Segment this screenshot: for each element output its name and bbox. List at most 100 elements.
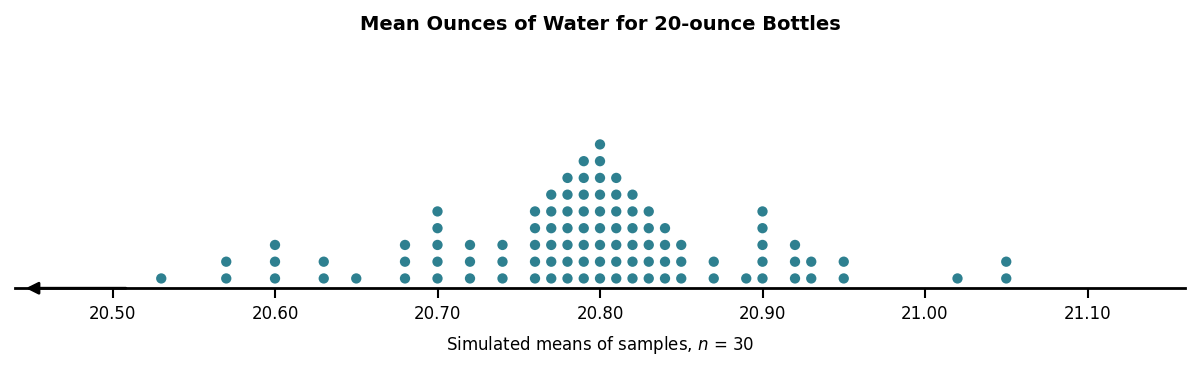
Point [834, 259, 853, 265]
Point [752, 242, 772, 248]
Point [607, 192, 626, 198]
Point [526, 225, 545, 231]
Point [541, 259, 560, 265]
Point [640, 259, 659, 265]
Point [672, 276, 691, 282]
Point [558, 175, 577, 181]
Point [574, 242, 593, 248]
Point [704, 259, 724, 265]
Point [752, 276, 772, 282]
X-axis label: Simulated means of samples, $\it{n}$ = 30: Simulated means of samples, $\it{n}$ = 3… [445, 334, 755, 356]
Point [802, 259, 821, 265]
Point [493, 242, 512, 248]
Point [590, 225, 610, 231]
Point [558, 242, 577, 248]
Point [265, 276, 284, 282]
Point [461, 259, 480, 265]
Point [590, 141, 610, 147]
Point [574, 225, 593, 231]
Point [655, 242, 674, 248]
Point [461, 276, 480, 282]
Point [428, 225, 448, 231]
Point [802, 276, 821, 282]
Point [428, 276, 448, 282]
Point [623, 225, 642, 231]
Point [493, 276, 512, 282]
Point [541, 209, 560, 214]
Point [574, 175, 593, 181]
Point [217, 259, 236, 265]
Point [672, 259, 691, 265]
Point [314, 259, 334, 265]
Point [607, 276, 626, 282]
Point [786, 276, 805, 282]
Point [607, 225, 626, 231]
Point [623, 276, 642, 282]
Point [526, 209, 545, 214]
Point [314, 276, 334, 282]
Point [461, 242, 480, 248]
Point [428, 242, 448, 248]
Point [396, 242, 415, 248]
Point [752, 225, 772, 231]
Point [607, 242, 626, 248]
Point [623, 242, 642, 248]
Point [590, 242, 610, 248]
Point [428, 209, 448, 214]
Point [265, 242, 284, 248]
Point [737, 276, 756, 282]
Point [265, 259, 284, 265]
Point [640, 225, 659, 231]
Point [640, 276, 659, 282]
Point [590, 158, 610, 164]
Point [590, 276, 610, 282]
Point [526, 259, 545, 265]
Point [541, 192, 560, 198]
Point [590, 175, 610, 181]
Point [396, 276, 415, 282]
Point [655, 225, 674, 231]
Point [655, 276, 674, 282]
Point [526, 276, 545, 282]
Point [655, 259, 674, 265]
Title: Mean Ounces of Water for 20-ounce Bottles: Mean Ounces of Water for 20-ounce Bottle… [360, 15, 840, 34]
Point [541, 242, 560, 248]
Point [396, 259, 415, 265]
Point [493, 259, 512, 265]
Point [786, 259, 805, 265]
Point [558, 259, 577, 265]
Point [590, 209, 610, 214]
Point [752, 259, 772, 265]
Point [704, 276, 724, 282]
Point [541, 225, 560, 231]
Point [607, 209, 626, 214]
Point [558, 209, 577, 214]
Point [948, 276, 967, 282]
Point [672, 242, 691, 248]
Point [217, 276, 236, 282]
Point [607, 259, 626, 265]
Point [590, 192, 610, 198]
Point [997, 259, 1016, 265]
Point [623, 259, 642, 265]
Point [151, 276, 170, 282]
Point [347, 276, 366, 282]
Point [590, 259, 610, 265]
Point [558, 276, 577, 282]
Point [834, 276, 853, 282]
Point [786, 242, 805, 248]
Point [574, 192, 593, 198]
Point [640, 209, 659, 214]
Point [607, 175, 626, 181]
Point [558, 225, 577, 231]
Point [997, 276, 1016, 282]
Point [640, 242, 659, 248]
Point [623, 209, 642, 214]
Point [558, 192, 577, 198]
Point [752, 209, 772, 214]
Point [526, 242, 545, 248]
Point [428, 259, 448, 265]
Point [623, 192, 642, 198]
Point [541, 276, 560, 282]
Point [574, 158, 593, 164]
